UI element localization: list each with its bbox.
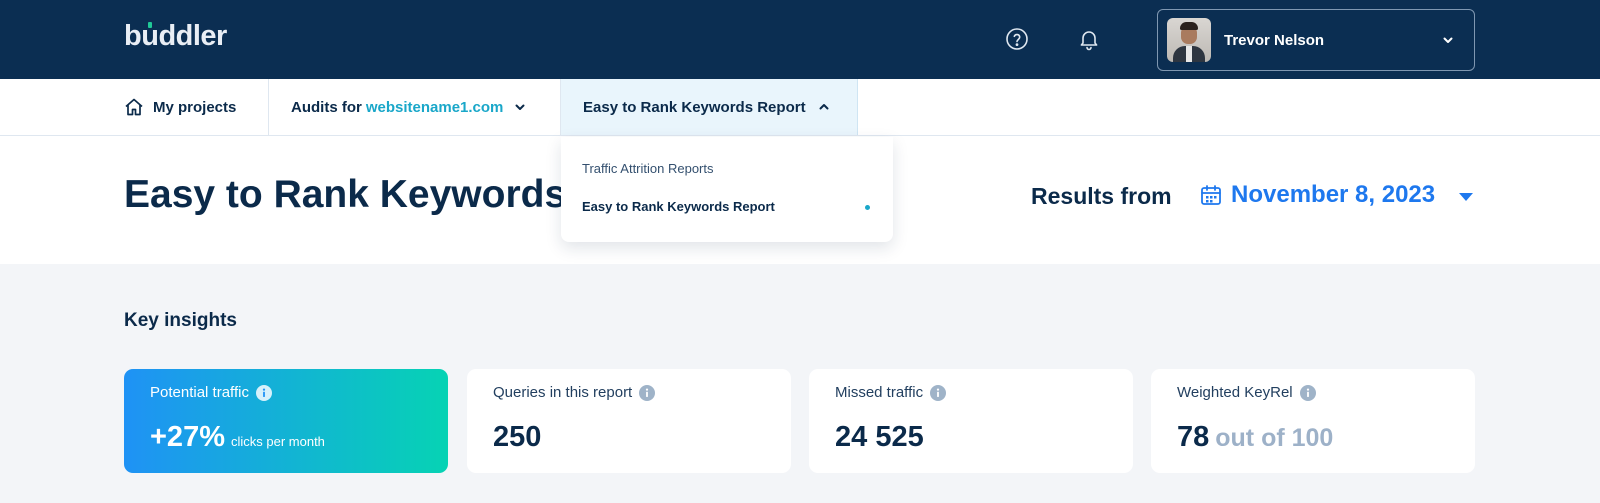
report-dropdown-menu: Traffic Attrition Reports Easy to Rank K… <box>561 137 893 242</box>
card-label: Potential traffic <box>150 384 272 401</box>
info-icon[interactable] <box>1299 384 1316 401</box>
results-date[interactable]: November 8, 2023 <box>1231 181 1436 208</box>
breadcrumb: My projects Audits for websitename1.com … <box>0 79 1600 136</box>
card-value-unit: clicks per month <box>230 434 325 449</box>
chevron-up-icon <box>819 104 829 110</box>
info-icon[interactable] <box>255 384 272 401</box>
caret-down-icon[interactable] <box>1458 192 1474 202</box>
card-label-text: Potential traffic <box>150 384 249 401</box>
card-label-text: Queries in this report <box>493 384 633 401</box>
card-value-suffix: out of 100 <box>1215 424 1334 452</box>
user-name: Trevor Nelson <box>1224 32 1325 49</box>
card-value-number: 78 <box>1177 421 1210 453</box>
breadcrumb-report[interactable]: Easy to Rank Keywords Report <box>561 79 858 135</box>
card-label: Queries in this report <box>493 384 656 401</box>
results-label: Results from <box>1031 183 1172 209</box>
card-label-text: Missed traffic <box>835 384 924 401</box>
menu-item-traffic-attrition[interactable]: Traffic Attrition Reports <box>582 161 714 176</box>
breadcrumb-report-label: Easy to Rank Keywords Report <box>583 98 806 116</box>
logo[interactable]: buddler <box>124 20 227 52</box>
section-title: Key insights <box>124 310 237 331</box>
chevron-down-icon <box>1443 37 1453 43</box>
insight-card-potential-traffic: Potential traffic +27% clicks per month <box>124 369 448 473</box>
menu-item-easy-to-rank[interactable]: Easy to Rank Keywords Report <box>582 199 775 214</box>
insight-card-queries: Queries in this report 250 <box>467 369 791 473</box>
breadcrumb-audits[interactable]: Audits for websitename1.com <box>270 79 561 135</box>
user-menu[interactable]: Trevor Nelson <box>1157 9 1475 71</box>
insight-card-missed-traffic: Missed traffic 24 525 <box>809 369 1133 473</box>
card-label: Weighted KeyRel <box>1177 384 1316 401</box>
card-value: +27% clicks per month <box>150 421 325 454</box>
top-header: buddler Trevor Nelson <box>0 0 1600 79</box>
home-icon <box>125 98 143 116</box>
card-value: 250 <box>493 421 542 453</box>
breadcrumb-home[interactable]: My projects <box>124 79 269 135</box>
breadcrumb-home-label: My projects <box>153 98 237 116</box>
selected-indicator <box>865 205 870 210</box>
card-value: 24 525 <box>835 421 924 453</box>
info-icon[interactable] <box>930 384 947 401</box>
avatar <box>1167 18 1211 62</box>
chevron-down-icon <box>515 104 525 110</box>
calendar-icon[interactable] <box>1199 183 1223 207</box>
card-label-text: Weighted KeyRel <box>1177 384 1293 401</box>
breadcrumb-audits-site: websitename1.com <box>365 98 504 116</box>
card-value: 78 out of 100 <box>1177 421 1333 454</box>
bell-icon[interactable] <box>1077 27 1101 51</box>
card-label: Missed traffic <box>835 384 947 401</box>
help-icon[interactable] <box>1005 27 1029 51</box>
card-value-number: +27% <box>150 421 225 453</box>
breadcrumb-audits-prefix: Audits for <box>291 98 362 116</box>
info-icon[interactable] <box>639 384 656 401</box>
insight-card-weighted-keyrel: Weighted KeyRel 78 out of 100 <box>1151 369 1475 473</box>
page-title: Easy to Rank Keywords <box>124 173 567 216</box>
